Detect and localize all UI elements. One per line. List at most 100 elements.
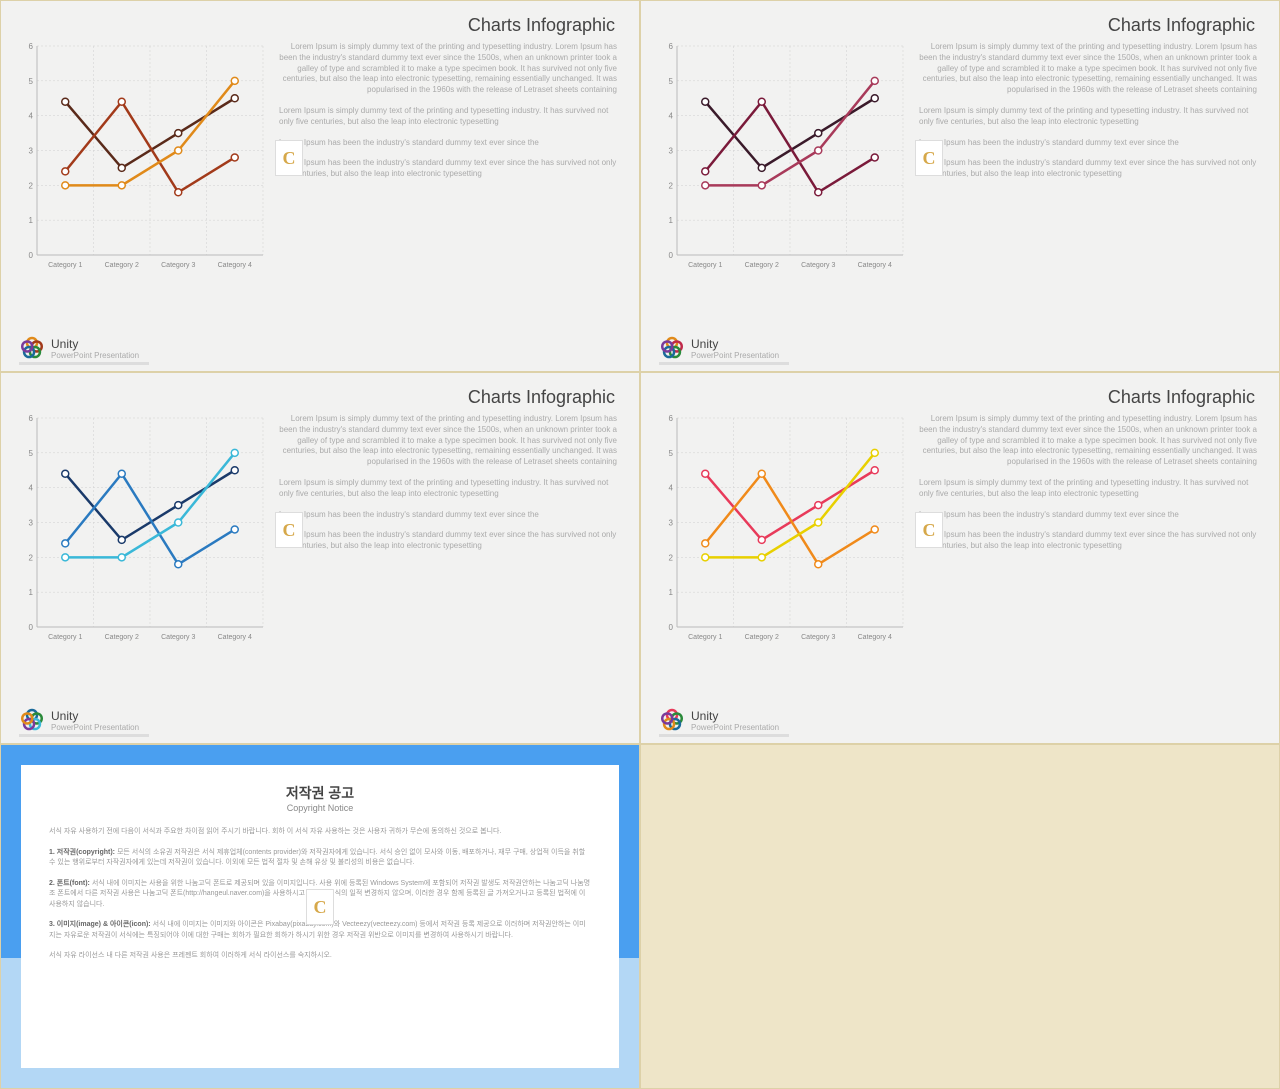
panel-footer: Unity PowerPoint Presentation	[19, 331, 621, 361]
panel-footer: Unity PowerPoint Presentation	[659, 331, 1261, 361]
svg-text:4: 4	[29, 112, 34, 121]
brand-sub: PowerPoint Presentation	[51, 723, 139, 732]
svg-text:0: 0	[29, 623, 34, 632]
body-p1: Lorem Ipsum is simply dummy text of the …	[919, 42, 1257, 96]
text-column: Lorem Ipsum is simply dummy text of the …	[279, 40, 621, 331]
footer-bar	[19, 362, 149, 365]
svg-text:6: 6	[29, 414, 34, 423]
text-column: Lorem Ipsum is simply dummy text of the …	[919, 412, 1261, 703]
svg-text:5: 5	[669, 77, 674, 86]
svg-text:5: 5	[29, 77, 34, 86]
svg-text:0: 0	[669, 251, 674, 260]
body-p1: Lorem Ipsum is simply dummy text of the …	[279, 42, 617, 96]
svg-text:Category 3: Category 3	[161, 262, 195, 269]
text-column: Lorem Ipsum is simply dummy text of the …	[919, 40, 1261, 331]
watermark-badge: C	[275, 512, 303, 548]
svg-text:4: 4	[29, 484, 34, 493]
svg-text:Category 3: Category 3	[801, 262, 835, 269]
svg-text:2: 2	[669, 553, 674, 562]
svg-text:0: 0	[669, 623, 674, 632]
svg-text:5: 5	[669, 449, 674, 458]
copyright-p2: 1. 저작권(copyright): 모든 서식의 소유권 저작권은 서식 제휴…	[49, 848, 591, 869]
body-p1: Lorem Ipsum is simply dummy text of the …	[919, 414, 1257, 468]
body-p1: Lorem Ipsum is simply dummy text of the …	[279, 414, 617, 468]
svg-text:4: 4	[669, 112, 674, 121]
body-p4: Lorem Ipsum has been the industry's stan…	[919, 158, 1257, 180]
brand-name: Unity	[51, 709, 139, 723]
panel-4: Charts Infographic 0 1 2 3 4 5 6 Category 1 Cate…	[640, 372, 1280, 744]
panel-1: Charts Infographic 0123456Category 1Cate…	[0, 0, 640, 372]
svg-text:Category 1: Category 1	[48, 634, 82, 641]
brand-sub: PowerPoint Presentation	[51, 351, 139, 360]
svg-text:Category 4: Category 4	[858, 634, 892, 641]
body-p3: Lorem Ipsum has been the industry's stan…	[919, 510, 1257, 521]
body-p3: Lorem Ipsum has been the industry's stan…	[919, 138, 1257, 149]
svg-text:Category 1: Category 1	[688, 262, 722, 269]
watermark-badge: C	[915, 512, 943, 548]
footer-bar	[659, 362, 789, 365]
copyright-p1: 서식 자유 사용하기 전에 다음이 서식과 주요한 차이점 읽어 주시기 바랍니…	[49, 827, 591, 838]
svg-text:Category 4: Category 4	[218, 634, 252, 641]
svg-text:Category 3: Category 3	[801, 634, 835, 641]
svg-text:Category 1: Category 1	[688, 634, 722, 641]
svg-text:2: 2	[669, 181, 674, 190]
footer-bar	[659, 734, 789, 737]
brand-sub: PowerPoint Presentation	[691, 723, 779, 732]
svg-text:Category 1: Category 1	[48, 262, 82, 269]
svg-text:3: 3	[669, 519, 674, 528]
svg-text:1: 1	[669, 216, 674, 225]
svg-text:3: 3	[29, 519, 34, 528]
panel-2: Charts Infographic 0 1 2 3 4 5 6 Category 1 Cate…	[640, 0, 1280, 372]
svg-text:Category 2: Category 2	[745, 634, 779, 641]
svg-text:6: 6	[669, 42, 674, 51]
panel-footer: Unity PowerPoint Presentation	[19, 703, 621, 733]
brand-name: Unity	[51, 337, 139, 351]
body-p4: Lorem Ipsum has been the industry's stan…	[279, 530, 617, 552]
brand-sub: PowerPoint Presentation	[691, 351, 779, 360]
svg-text:6: 6	[669, 414, 674, 423]
svg-text:1: 1	[669, 588, 674, 597]
copyright-title: 저작권 공고	[49, 783, 591, 803]
body-p2: Lorem Ipsum is simply dummy text of the …	[279, 478, 617, 500]
body-p3: Lorem Ipsum has been the industry's stan…	[279, 138, 617, 149]
svg-text:Category 2: Category 2	[105, 262, 139, 269]
svg-text:2: 2	[29, 181, 34, 190]
copyright-subtitle: Copyright Notice	[49, 803, 591, 813]
svg-text:6: 6	[29, 42, 34, 51]
line-chart: 0123456Category 1Category 2Category 3Cat…	[659, 40, 909, 275]
body-p4: Lorem Ipsum has been the industry's stan…	[919, 530, 1257, 552]
svg-text:3: 3	[29, 147, 34, 156]
panel-title: Charts Infographic	[659, 15, 1255, 36]
line-chart: 0123456Category 1Category 2Category 3Cat…	[19, 412, 269, 647]
body-p2: Lorem Ipsum is simply dummy text of the …	[919, 106, 1257, 128]
watermark-badge: C	[275, 140, 303, 176]
body-p3: Lorem Ipsum has been the industry's stan…	[279, 510, 617, 521]
svg-text:4: 4	[669, 484, 674, 493]
watermark-badge: C	[306, 889, 334, 925]
svg-text:Category 2: Category 2	[745, 262, 779, 269]
body-p2: Lorem Ipsum is simply dummy text of the …	[279, 106, 617, 128]
copyright-panel: 저작권 공고 Copyright Notice 서식 자유 사용하기 전에 다음…	[0, 744, 640, 1089]
brand-name: Unity	[691, 337, 779, 351]
svg-text:Category 4: Category 4	[218, 262, 252, 269]
watermark-badge: C	[915, 140, 943, 176]
brand-name: Unity	[691, 709, 779, 723]
body-p2: Lorem Ipsum is simply dummy text of the …	[919, 478, 1257, 500]
empty-cell	[640, 744, 1280, 1089]
panel-title: Charts Infographic	[659, 387, 1255, 408]
body-p4: Lorem Ipsum has been the industry's stan…	[279, 158, 617, 180]
panel-grid: Charts Infographic 0 1 2 3 4 5 6 Category 1 Cate…	[0, 0, 1280, 1089]
panel-footer: Unity PowerPoint Presentation	[659, 703, 1261, 733]
footer-bar	[19, 734, 149, 737]
line-chart: 0123456Category 1Category 2Category 3Cat…	[19, 40, 269, 275]
panel-title: Charts Infographic	[19, 15, 615, 36]
svg-text:5: 5	[29, 449, 34, 458]
svg-text:1: 1	[29, 216, 34, 225]
svg-text:3: 3	[669, 147, 674, 156]
line-chart: 0 1 2 3 4 5 6 Category 1 Category 2 Category 3 Cat…	[659, 412, 909, 647]
panel-3: Charts Infographic 0123456Category 1Cate…	[0, 372, 640, 744]
svg-text:Category 3: Category 3	[161, 634, 195, 641]
text-column: Lorem Ipsum is simply dummy text of the …	[279, 412, 621, 703]
copyright-p5: 서식 자유 라이선스 내 다른 저작권 사용은 프레젠트 회하여 이러하게 서식…	[49, 951, 591, 962]
svg-text:Category 2: Category 2	[105, 634, 139, 641]
